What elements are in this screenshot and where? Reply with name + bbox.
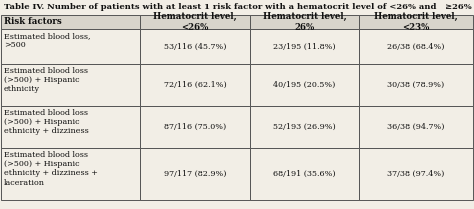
Bar <box>1 106 140 148</box>
Bar <box>359 29 473 64</box>
Bar <box>250 64 359 106</box>
Bar <box>250 29 359 64</box>
Text: Estimated blood loss
(>500) + Hispanic
ethnicity + dizziness: Estimated blood loss (>500) + Hispanic e… <box>4 109 89 135</box>
Text: 97/117 (82.9%): 97/117 (82.9%) <box>164 170 226 178</box>
Bar <box>1 148 140 200</box>
Text: Estimated blood loss
(>500) + Hispanic
ethnicity: Estimated blood loss (>500) + Hispanic e… <box>4 67 88 93</box>
Text: Estimated blood loss,
>500: Estimated blood loss, >500 <box>4 32 91 49</box>
Bar <box>250 148 359 200</box>
Text: Table IV. Number of patients with at least 1 risk factor with a hematocrit level: Table IV. Number of patients with at lea… <box>4 3 472 11</box>
Text: 53/116 (45.7%): 53/116 (45.7%) <box>164 42 226 51</box>
Bar <box>140 15 250 29</box>
Bar <box>359 106 473 148</box>
Bar <box>140 148 250 200</box>
Text: 40/195 (20.5%): 40/195 (20.5%) <box>273 81 336 89</box>
Text: 30/38 (78.9%): 30/38 (78.9%) <box>388 81 445 89</box>
Text: 87/116 (75.0%): 87/116 (75.0%) <box>164 123 226 131</box>
Text: Risk factors: Risk factors <box>4 17 62 26</box>
Bar <box>359 148 473 200</box>
Text: Hematocrit level,
26%: Hematocrit level, 26% <box>263 12 346 32</box>
Text: 23/195 (11.8%): 23/195 (11.8%) <box>273 42 336 51</box>
Text: 72/116 (62.1%): 72/116 (62.1%) <box>164 81 227 89</box>
Text: 52/193 (26.9%): 52/193 (26.9%) <box>273 123 336 131</box>
Bar <box>359 64 473 106</box>
Text: Hematocrit level,
<26%: Hematocrit level, <26% <box>153 12 237 32</box>
Text: 26/38 (68.4%): 26/38 (68.4%) <box>387 42 445 51</box>
Bar <box>140 106 250 148</box>
Bar <box>140 29 250 64</box>
Text: 68/191 (35.6%): 68/191 (35.6%) <box>273 170 336 178</box>
Bar <box>359 15 473 29</box>
Text: Estimated blood loss
(>500) + Hispanic
ethnicity + dizziness +
laceration: Estimated blood loss (>500) + Hispanic e… <box>4 151 98 187</box>
Bar <box>1 29 140 64</box>
Text: 36/38 (94.7%): 36/38 (94.7%) <box>387 123 445 131</box>
Bar <box>140 64 250 106</box>
Text: 37/38 (97.4%): 37/38 (97.4%) <box>387 170 445 178</box>
Bar <box>1 15 140 29</box>
Bar <box>250 106 359 148</box>
Text: Hematocrit level,
<23%: Hematocrit level, <23% <box>374 12 458 32</box>
Bar <box>1 64 140 106</box>
Bar <box>250 15 359 29</box>
